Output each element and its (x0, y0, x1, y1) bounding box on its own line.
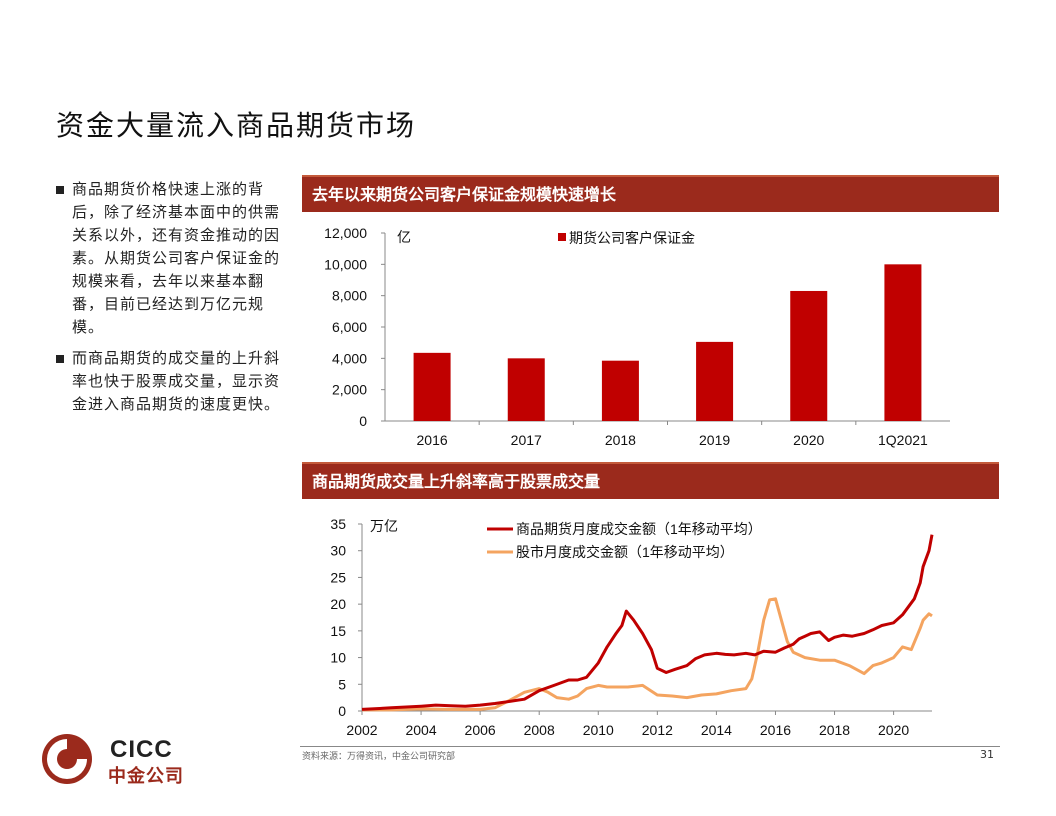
x-tick-label: 2020 (878, 722, 909, 738)
bullet-item: 商品期货价格快速上涨的背后，除了经济基本面中的供需关系以外，还有资金推动的因素。… (54, 178, 294, 339)
legend-label: 期货公司客户保证金 (569, 230, 695, 246)
x-tick-label: 2006 (465, 722, 496, 738)
bar (790, 290, 828, 421)
bar (884, 264, 922, 421)
x-tick-label: 2010 (583, 722, 614, 738)
unit-label: 亿 (397, 229, 411, 245)
y-tick-label: 6,000 (332, 319, 367, 335)
y-tick-label: 30 (330, 543, 346, 559)
legend-label: 股市月度成交金额（1年移动平均） (516, 544, 734, 560)
line-chart: 0 5 10 15 20 25 30 35 2002 2004 2006 2008 2010 2012 20… (330, 516, 934, 738)
y-tick-label: 4,000 (332, 350, 367, 366)
y-tick-label: 0 (359, 413, 367, 429)
x-tick-label: 2017 (511, 432, 542, 448)
x-tick-label: 2016 (760, 722, 791, 738)
bar (507, 358, 545, 421)
futures-volume-line (361, 534, 934, 711)
bar (601, 360, 639, 421)
bar-chart: 0 2,000 4,000 6,000 8,000 10,000 12,000 亿 2016 20… (324, 225, 950, 448)
bullet-list: 商品期货价格快速上涨的背后，除了经济基本面中的供需关系以外，还有资金推动的因素。… (54, 178, 294, 424)
y-tick-label: 12,000 (324, 225, 367, 241)
x-tick-label: 2020 (793, 432, 824, 448)
x-tick-label: 2016 (417, 432, 448, 448)
chart2-header: 商品期货成交量上升斜率高于股票成交量 (302, 462, 999, 499)
source-note: 资料来源：万得资讯，中金公司研究部 (302, 752, 456, 762)
bar (413, 352, 451, 421)
x-tick-label: 2012 (642, 722, 673, 738)
x-tick-label: 2014 (701, 722, 732, 738)
cicc-logo-icon (42, 734, 92, 784)
bar (696, 341, 734, 421)
y-tick-label: 8,000 (332, 288, 367, 304)
logo-text-cn: 中金公司 (108, 766, 184, 787)
bullet-item: 而商品期货的成交量的上升斜率也快于股票成交量，显示资金进入商品期货的速度更快。 (54, 347, 294, 416)
y-tick-label: 2,000 (332, 382, 367, 398)
x-tick-label: 2008 (524, 722, 555, 738)
logo-text-en: CICC (110, 736, 173, 763)
y-tick-label: 25 (330, 569, 346, 585)
y-tick-label: 0 (338, 703, 346, 719)
y-tick-label: 15 (330, 623, 346, 639)
x-tick-label: 1Q2021 (878, 432, 928, 448)
square-bullet-icon (56, 355, 64, 363)
x-tick-label: 2018 (819, 722, 850, 738)
stock-volume-line (362, 597, 933, 712)
page-title: 资金大量流入商品期货市场 (56, 109, 417, 142)
unit-label: 万亿 (370, 518, 398, 534)
y-tick-label: 5 (338, 676, 346, 692)
y-tick-label: 35 (330, 516, 346, 532)
chart1-header: 去年以来期货公司客户保证金规模快速增长 (302, 175, 999, 212)
legend-label: 商品期货月度成交金额（1年移动平均） (516, 521, 762, 537)
bullet-text: 商品期货价格快速上涨的背后，除了经济基本面中的供需关系以外，还有资金推动的因素。… (72, 180, 281, 336)
page-number: 31 (980, 748, 994, 761)
y-tick-label: 10 (330, 650, 346, 666)
bullet-text: 而商品期货的成交量的上升斜率也快于股票成交量，显示资金进入商品期货的速度更快。 (72, 349, 281, 413)
x-tick-label: 2004 (405, 722, 436, 738)
y-tick-label: 20 (330, 596, 346, 612)
square-bullet-icon (56, 186, 64, 194)
source-divider (300, 746, 1000, 747)
x-tick-label: 2002 (346, 722, 377, 738)
x-tick-label: 2019 (699, 432, 730, 448)
legend-swatch (558, 233, 566, 241)
x-tick-label: 2018 (605, 432, 636, 448)
y-tick-label: 10,000 (324, 256, 367, 272)
